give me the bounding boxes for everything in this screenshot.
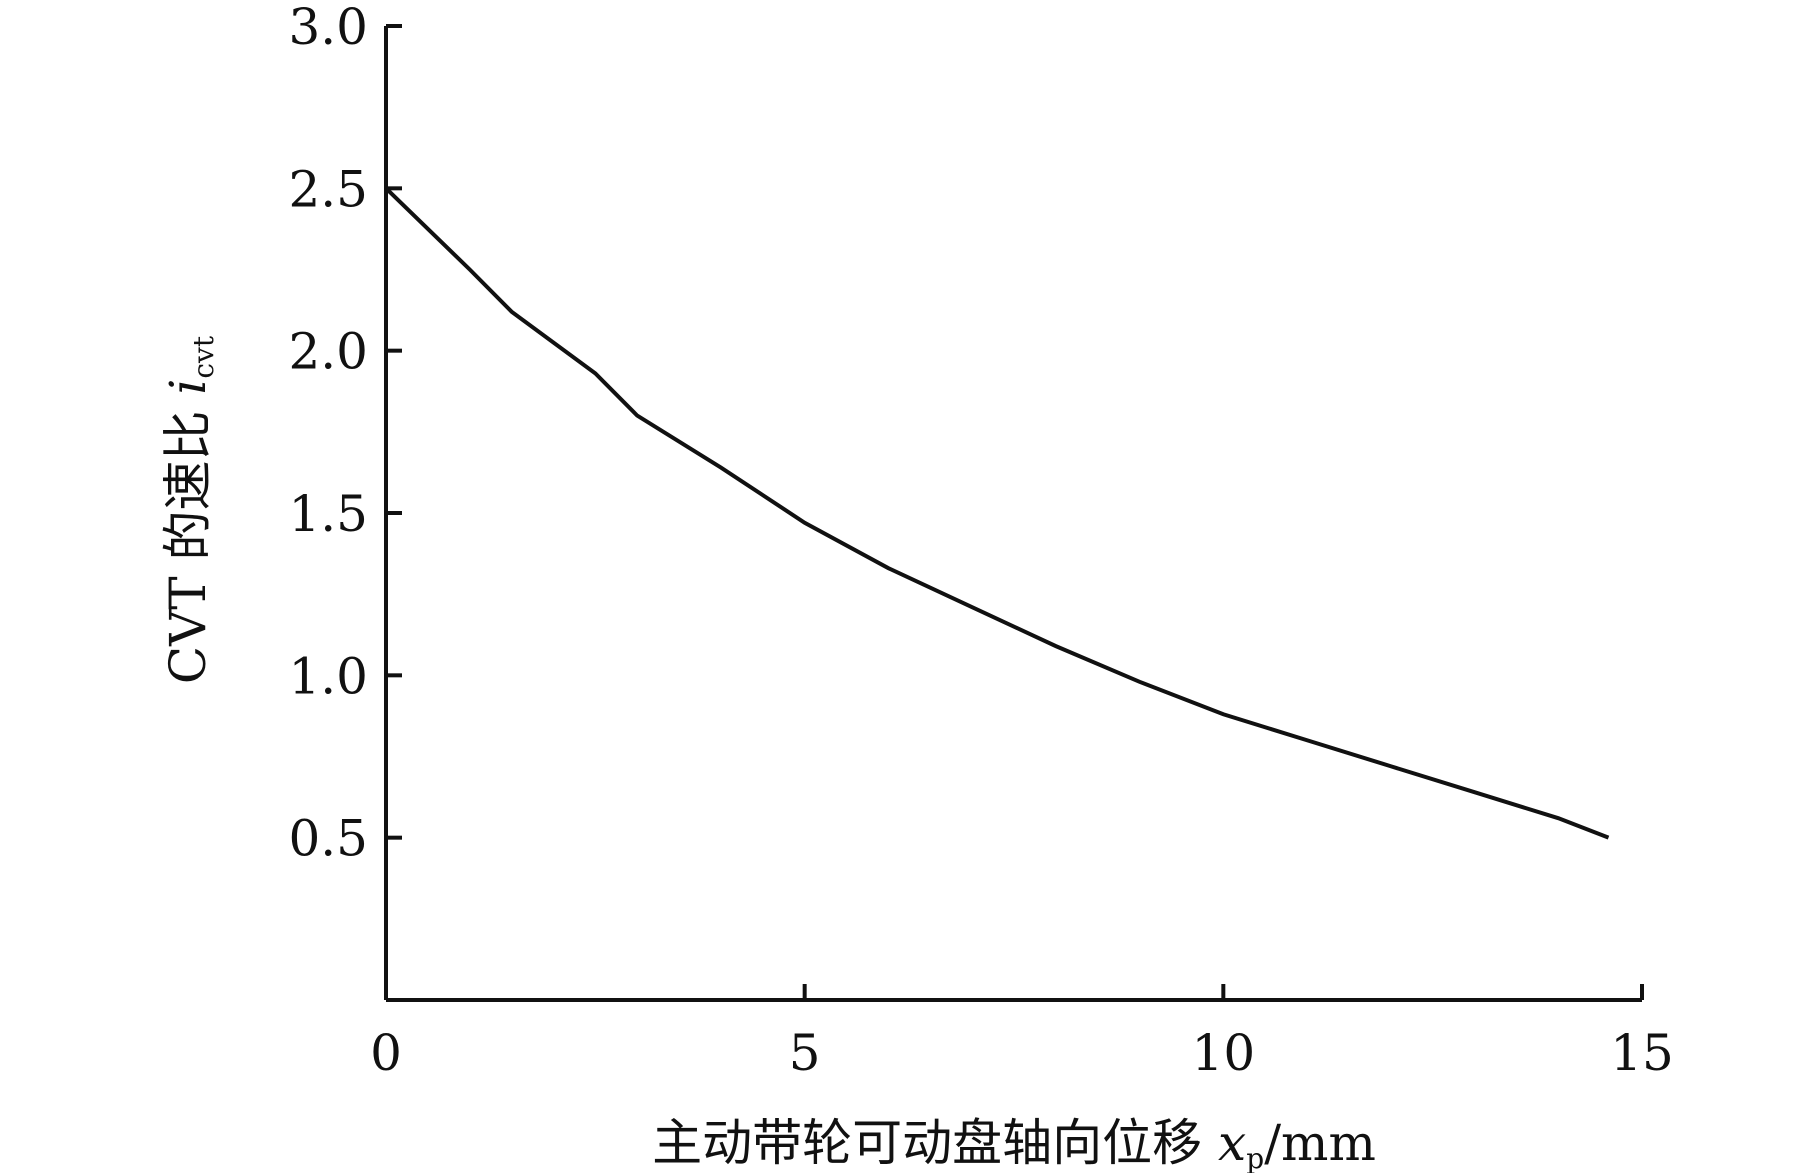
y-tick-label: 2.0 [288,323,368,381]
x-label-unit: /mm [1264,1114,1376,1172]
y-tick-label: 1.0 [288,647,368,705]
x-label-var: x [1218,1114,1246,1172]
x-tick-label: 15 [1610,1024,1674,1082]
y-tick-label: 3.0 [288,0,368,56]
y-label-var: i [159,379,217,395]
x-label-sub: p [1246,1142,1264,1173]
y-tick-label: 0.5 [288,810,368,868]
y-tick-label: 1.5 [288,485,368,543]
x-axis-label: 主动带轮可动盘轴向位移 xp/mm [652,1114,1376,1173]
line [384,186,1610,840]
y-tick-label: 2.5 [288,160,368,218]
y-label-text: CVT 的速比 [159,395,217,685]
x-tick-label: 5 [789,1024,821,1082]
y-axis-label: CVT 的速比 icvt [159,335,220,684]
x-tick-label: 10 [1192,1024,1256,1082]
y-label-sub: cvt [187,335,220,379]
x-tick-label: 0 [370,1024,402,1082]
x-label-text: 主动带轮可动盘轴向位移 [652,1114,1218,1172]
